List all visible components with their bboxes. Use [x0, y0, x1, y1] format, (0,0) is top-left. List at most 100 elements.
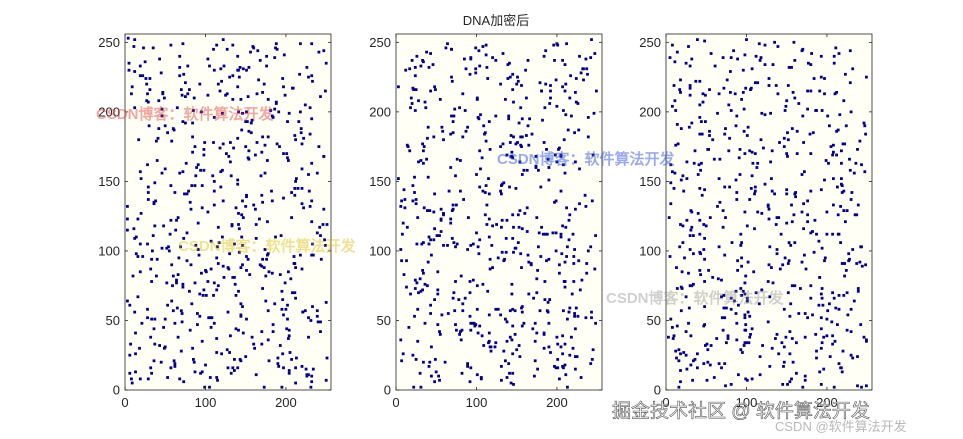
data-point — [413, 314, 416, 318]
data-point — [212, 203, 216, 207]
data-point — [282, 196, 285, 200]
data-point — [704, 93, 707, 97]
data-point — [716, 205, 719, 208]
data-point — [688, 64, 692, 68]
data-point — [752, 270, 756, 274]
data-point — [459, 159, 462, 162]
data-point — [202, 168, 206, 172]
data-point — [671, 170, 674, 174]
data-point — [225, 348, 229, 352]
data-point — [693, 358, 697, 361]
data-point — [426, 136, 429, 140]
data-point — [513, 309, 517, 313]
data-point — [194, 174, 198, 178]
data-point — [426, 209, 429, 212]
data-point — [324, 378, 328, 382]
data-point — [254, 237, 258, 240]
data-point — [400, 259, 403, 263]
data-point — [408, 149, 412, 153]
data-point — [217, 241, 221, 244]
data-point — [200, 370, 204, 374]
data-point — [224, 93, 227, 97]
data-point — [315, 231, 319, 235]
data-point — [734, 124, 738, 128]
data-point — [736, 269, 739, 272]
data-point — [774, 84, 778, 87]
data-point — [743, 341, 747, 345]
data-point — [832, 177, 835, 180]
data-point — [406, 145, 410, 148]
data-point — [586, 116, 590, 119]
data-point — [743, 313, 747, 317]
data-point — [480, 156, 484, 160]
data-point — [322, 49, 326, 53]
data-point — [513, 333, 517, 336]
data-point — [208, 376, 212, 379]
data-point — [133, 237, 137, 240]
data-point — [411, 184, 415, 187]
data-point — [679, 223, 682, 226]
data-point — [175, 306, 179, 310]
data-point — [451, 131, 455, 135]
data-point — [153, 317, 157, 321]
data-point — [277, 110, 281, 114]
data-point — [154, 199, 157, 203]
data-point — [253, 346, 256, 350]
data-point — [845, 209, 849, 212]
data-point — [287, 270, 290, 274]
data-point — [740, 98, 743, 101]
data-point — [247, 157, 251, 161]
data-point — [176, 216, 180, 219]
data-point — [429, 89, 432, 93]
data-point — [401, 221, 405, 225]
data-point — [481, 189, 485, 193]
data-point — [241, 305, 244, 308]
data-point — [794, 195, 797, 199]
data-point — [735, 114, 739, 118]
data-point — [692, 161, 696, 165]
data-point — [415, 281, 419, 285]
data-point — [126, 205, 129, 208]
data-point — [510, 282, 514, 286]
data-point — [274, 46, 277, 50]
data-point — [225, 152, 228, 155]
data-point — [512, 383, 515, 386]
data-point — [298, 72, 301, 76]
data-point — [479, 167, 482, 171]
data-point — [128, 353, 132, 357]
data-point — [134, 352, 137, 356]
data-point — [735, 338, 739, 342]
data-point — [196, 323, 199, 326]
data-point — [244, 145, 248, 148]
data-point — [475, 231, 478, 235]
data-point — [682, 189, 686, 193]
data-point — [293, 134, 297, 137]
data-point — [795, 129, 799, 133]
data-point — [299, 110, 302, 114]
data-point — [475, 173, 478, 176]
data-point — [563, 260, 567, 264]
data-point — [437, 374, 440, 378]
data-point — [744, 377, 748, 381]
data-point — [440, 313, 444, 317]
data-point — [689, 228, 693, 232]
data-point — [845, 291, 849, 295]
data-point — [585, 67, 589, 71]
data-point — [554, 199, 558, 203]
data-point — [260, 342, 264, 346]
data-point — [529, 263, 533, 267]
data-point — [729, 109, 733, 112]
data-point — [535, 331, 539, 335]
data-point — [687, 45, 690, 48]
data-point — [736, 57, 739, 61]
data-point — [427, 365, 431, 368]
data-point — [572, 255, 576, 258]
data-point — [229, 141, 232, 144]
data-point — [573, 131, 576, 135]
data-point — [802, 141, 805, 144]
data-point — [193, 145, 197, 148]
data-point — [151, 249, 154, 253]
data-point — [475, 307, 479, 311]
data-point — [549, 351, 552, 354]
data-point — [190, 184, 194, 187]
